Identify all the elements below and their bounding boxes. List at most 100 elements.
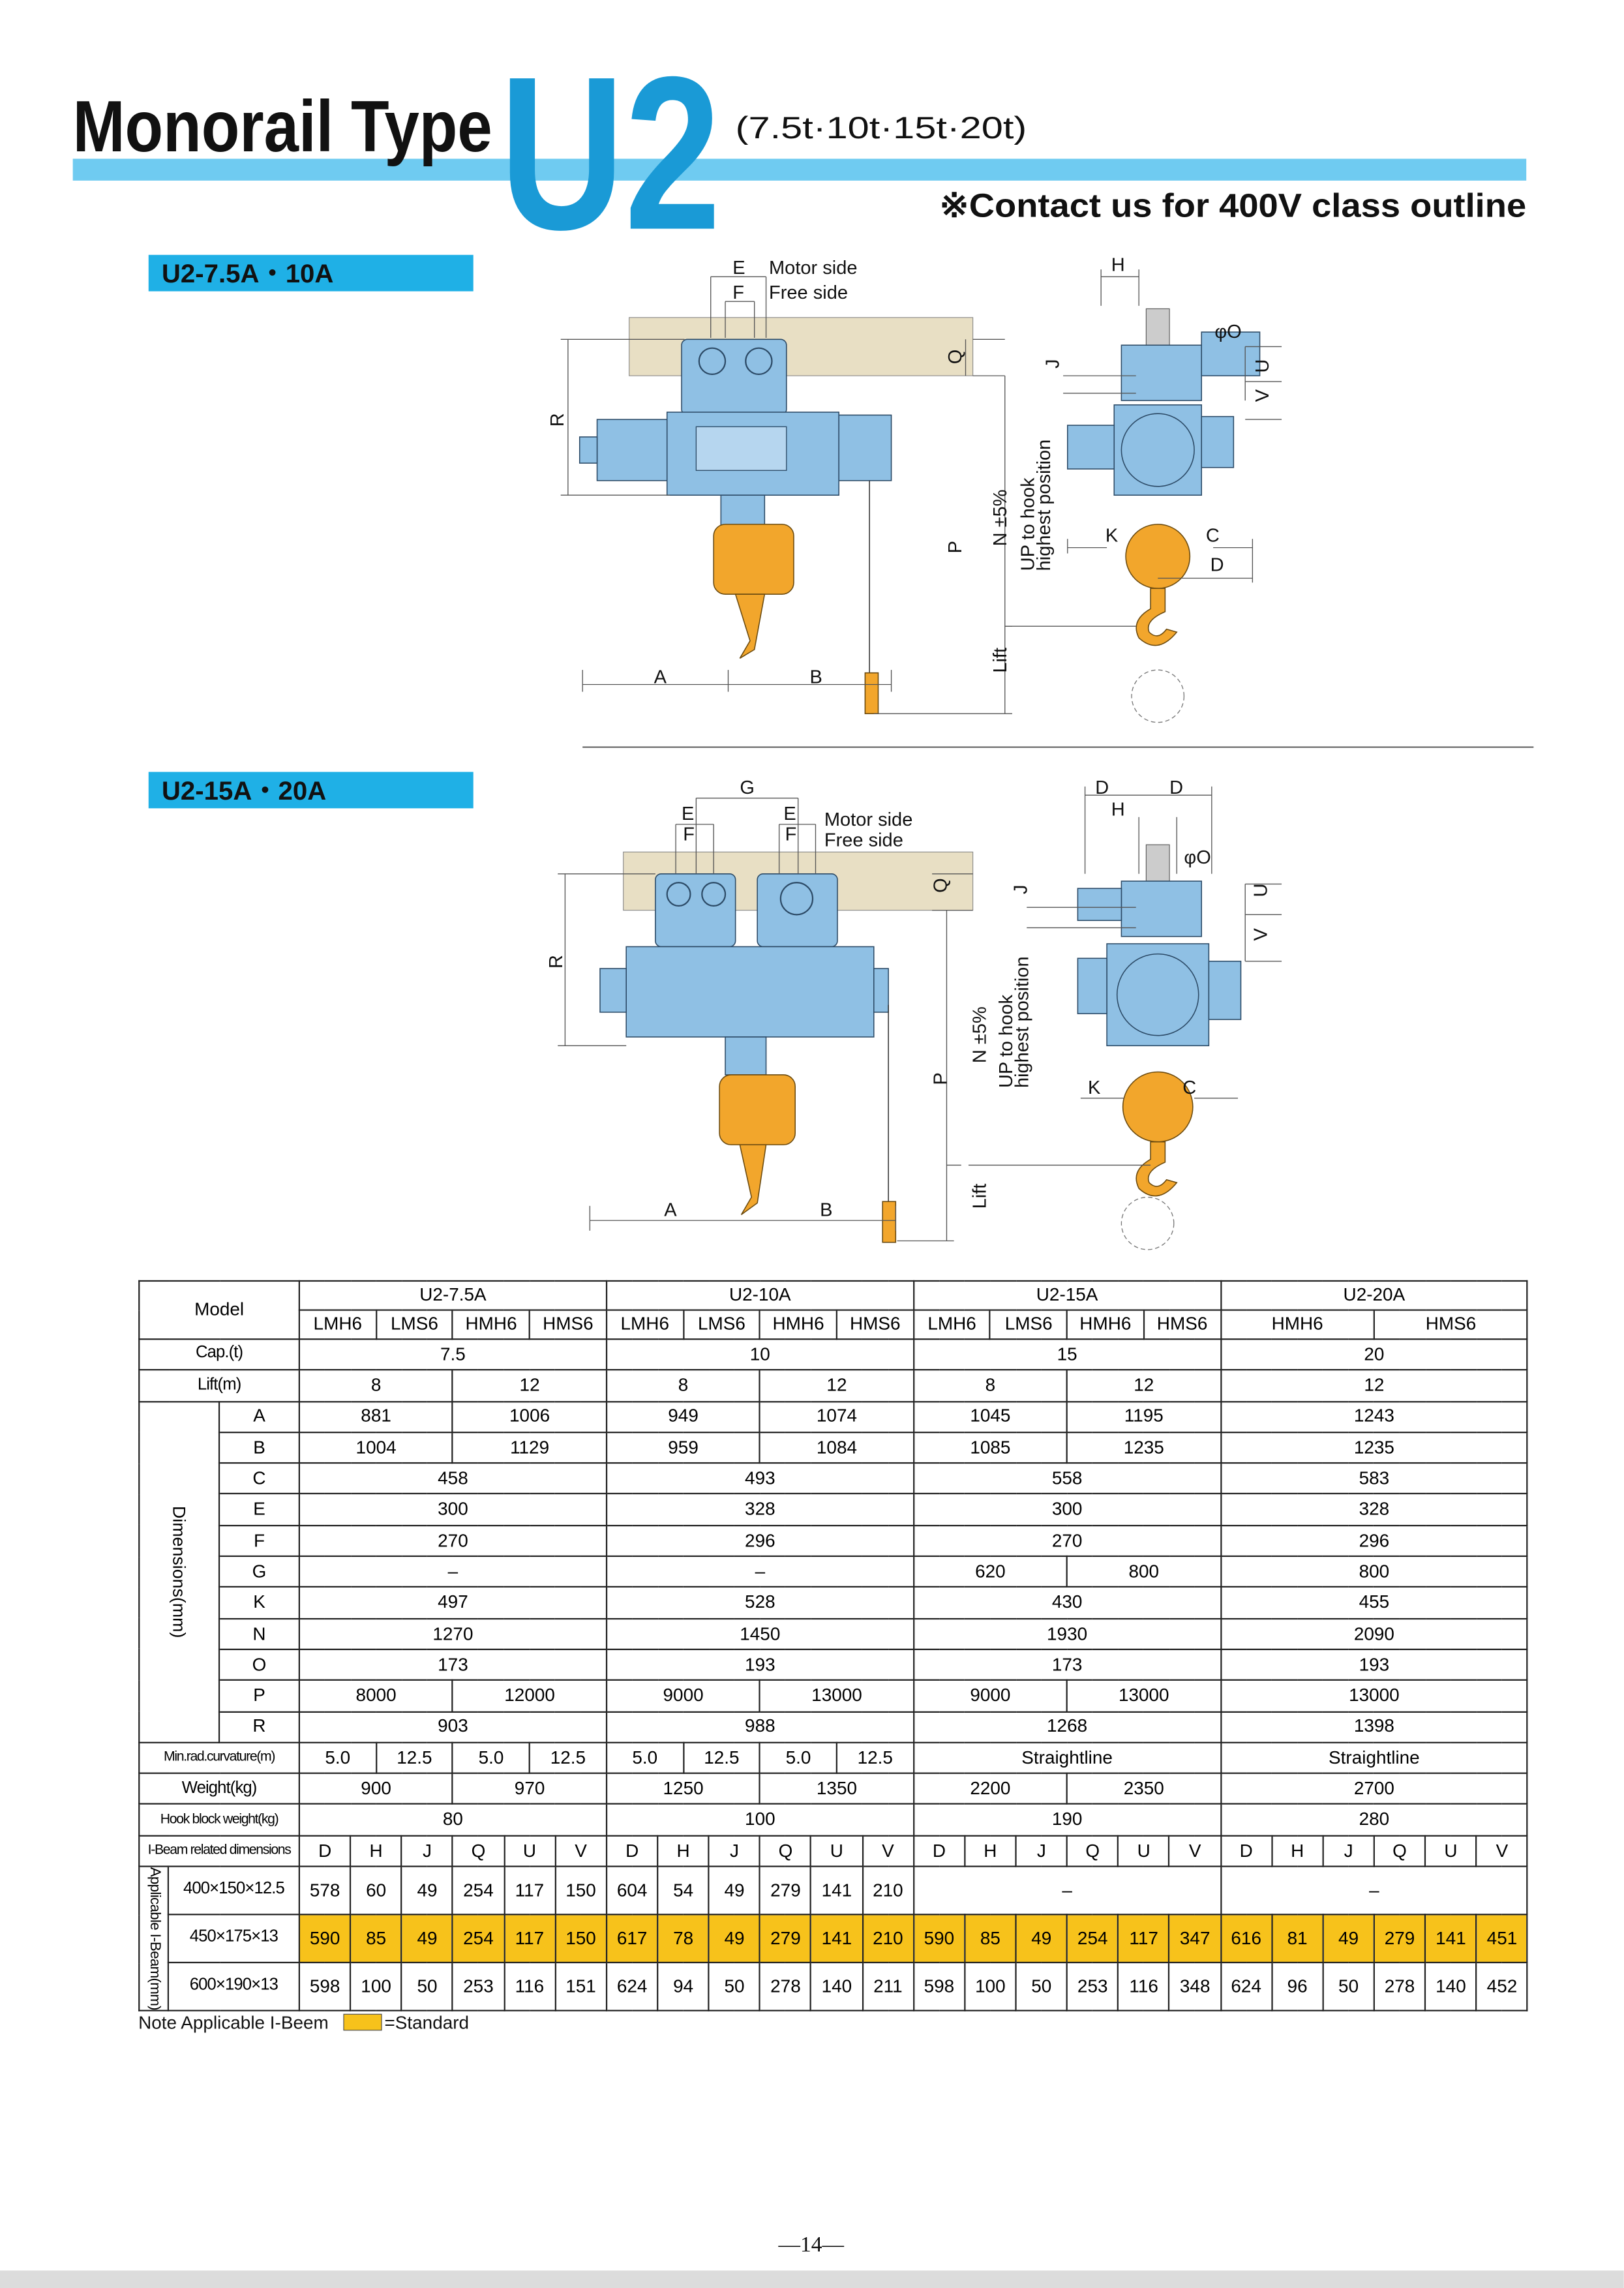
row-label: O xyxy=(218,1648,301,1681)
table-cell: 620 xyxy=(912,1556,1068,1588)
table-row: C 458 493 558 583 xyxy=(139,1462,1529,1496)
table-cell: 452 xyxy=(1475,1962,1529,2012)
dim-label: Motor side xyxy=(824,809,912,830)
table-row: R 903 988 1268 1398 xyxy=(139,1710,1529,1743)
table-cell: 959 xyxy=(605,1431,761,1464)
row-label: C xyxy=(218,1462,301,1496)
table-cell: 117 xyxy=(1117,1914,1171,1964)
control-box xyxy=(1067,425,1115,470)
table-cell: 558 xyxy=(912,1462,1222,1496)
table-cell: 141 xyxy=(810,1865,864,1916)
table-cell: 1129 xyxy=(452,1431,608,1464)
dim-label: J xyxy=(1042,359,1063,369)
table-cell: J xyxy=(400,1835,454,1867)
table-cell: 81 xyxy=(1271,1914,1324,1964)
dim-label: C xyxy=(1206,526,1220,547)
dim-label: A xyxy=(654,667,667,687)
hoist-body xyxy=(625,946,875,1038)
row-label: K xyxy=(218,1586,301,1619)
table-cell: 616 xyxy=(1220,1914,1273,1964)
table-cell: V xyxy=(1475,1835,1529,1867)
variant-header: LMH6 xyxy=(605,1309,684,1340)
wheel xyxy=(666,882,691,907)
table-row: N 1270 1450 1930 2090 xyxy=(139,1618,1529,1650)
capacities: (7.5t·10t·15t·20t) xyxy=(736,111,1027,145)
drum-end xyxy=(1116,953,1199,1036)
drum-end xyxy=(1120,413,1195,487)
table-cell: Q xyxy=(1066,1835,1119,1867)
table-cell: 80 xyxy=(298,1803,608,1837)
table-cell: 800 xyxy=(1220,1556,1529,1588)
table-cell: V xyxy=(861,1835,914,1867)
dim-label: P xyxy=(945,541,966,553)
table-cell: 1004 xyxy=(298,1431,454,1464)
hook xyxy=(739,1144,767,1215)
variant-header: LMH6 xyxy=(298,1309,377,1340)
dim-label: D xyxy=(1210,554,1224,575)
table-row: 450×175×13 590 85 49 254 117 150 617 78 49 279 141 2… xyxy=(139,1914,1529,1964)
hook-block xyxy=(719,1074,796,1145)
trolley xyxy=(1120,344,1203,401)
table-cell: 493 xyxy=(605,1462,914,1496)
model-title: U2 xyxy=(500,31,721,275)
variant-header: LMS6 xyxy=(682,1309,761,1340)
section-label-box xyxy=(148,772,474,809)
beam xyxy=(629,317,974,376)
table-cell: J xyxy=(708,1835,761,1867)
table-row: B 1004 1129 959 1084 1085 1235 1235 xyxy=(139,1431,1529,1464)
row-label: Cap.(t) xyxy=(138,1338,301,1371)
table-cell: 347 xyxy=(1168,1914,1222,1964)
table-cell: 254 xyxy=(452,1865,505,1916)
table-cell: 590 xyxy=(912,1914,966,1964)
table-cell: 140 xyxy=(1424,1962,1477,2012)
dim-label: F xyxy=(785,824,797,845)
dim-label: φO xyxy=(1184,847,1210,868)
table-cell: 140 xyxy=(810,1962,864,2012)
table-cell: 49 xyxy=(708,1914,761,1964)
table-cell: 117 xyxy=(503,1865,556,1916)
trolley xyxy=(681,339,787,416)
dim-label: E xyxy=(682,804,694,824)
table-cell: 12.5 xyxy=(835,1741,914,1775)
table-row: F 270 296 270 296 xyxy=(139,1524,1529,1558)
dim-label: N ±5% xyxy=(970,1006,991,1063)
dimension-lines xyxy=(560,276,1012,714)
table-cell: 12.5 xyxy=(682,1741,761,1775)
table-cell: 300 xyxy=(298,1493,608,1526)
table-cell: 1398 xyxy=(1220,1710,1529,1743)
spec-table: Model U2-7.5A U2-10A U2-15A U2-20A LMH6 LMS6 HM… xyxy=(138,1280,1529,2012)
table-cell: U xyxy=(1424,1835,1477,1867)
table-cell: 348 xyxy=(1168,1962,1222,2012)
section-label: U2-7.5A・10A xyxy=(162,259,334,288)
dim-label: R xyxy=(547,413,568,427)
table-row: LMH6 LMS6 HMH6 HMS6 LMH6 LMS6 HMH6 HMS6 LMH6 LMS6… xyxy=(139,1309,1529,1340)
table-cell: 1085 xyxy=(912,1431,1068,1464)
table-cell: 270 xyxy=(912,1524,1222,1558)
table-cell: 497 xyxy=(298,1586,608,1619)
row-label: 400×150×12.5 xyxy=(167,1865,301,1916)
table-cell: 278 xyxy=(1373,1962,1426,2012)
dim-label: R xyxy=(546,955,567,969)
table-cell: 210 xyxy=(861,1865,914,1916)
hook xyxy=(1135,588,1178,646)
table-cell: 624 xyxy=(1220,1962,1273,2012)
table-cell: 49 xyxy=(1015,1914,1068,1964)
variant-header: LMS6 xyxy=(375,1309,454,1340)
table-cell: Straightline xyxy=(912,1741,1222,1775)
table-cell: 50 xyxy=(1015,1962,1068,2012)
table-cell: 253 xyxy=(1066,1962,1119,2012)
table-cell: – xyxy=(605,1556,914,1588)
table-cell: 100 xyxy=(350,1962,402,2012)
dim-label: H xyxy=(1111,254,1125,275)
wheel xyxy=(745,347,773,375)
table-cell: 94 xyxy=(657,1962,710,2012)
table-cell: 211 xyxy=(861,1962,914,2012)
variant-header: HMH6 xyxy=(759,1309,838,1340)
table-row: Dimensions(mm) A 881 1006 949 1074 1045 1195 124… xyxy=(138,1400,1529,1743)
table-cell: 253 xyxy=(452,1962,505,2012)
dim-label: B xyxy=(810,667,822,687)
table-cell: 12000 xyxy=(452,1679,608,1713)
table-row: Cap.(t) 7.5 10 15 20 xyxy=(138,1338,1529,1371)
table-cell: 2200 xyxy=(912,1772,1068,1805)
